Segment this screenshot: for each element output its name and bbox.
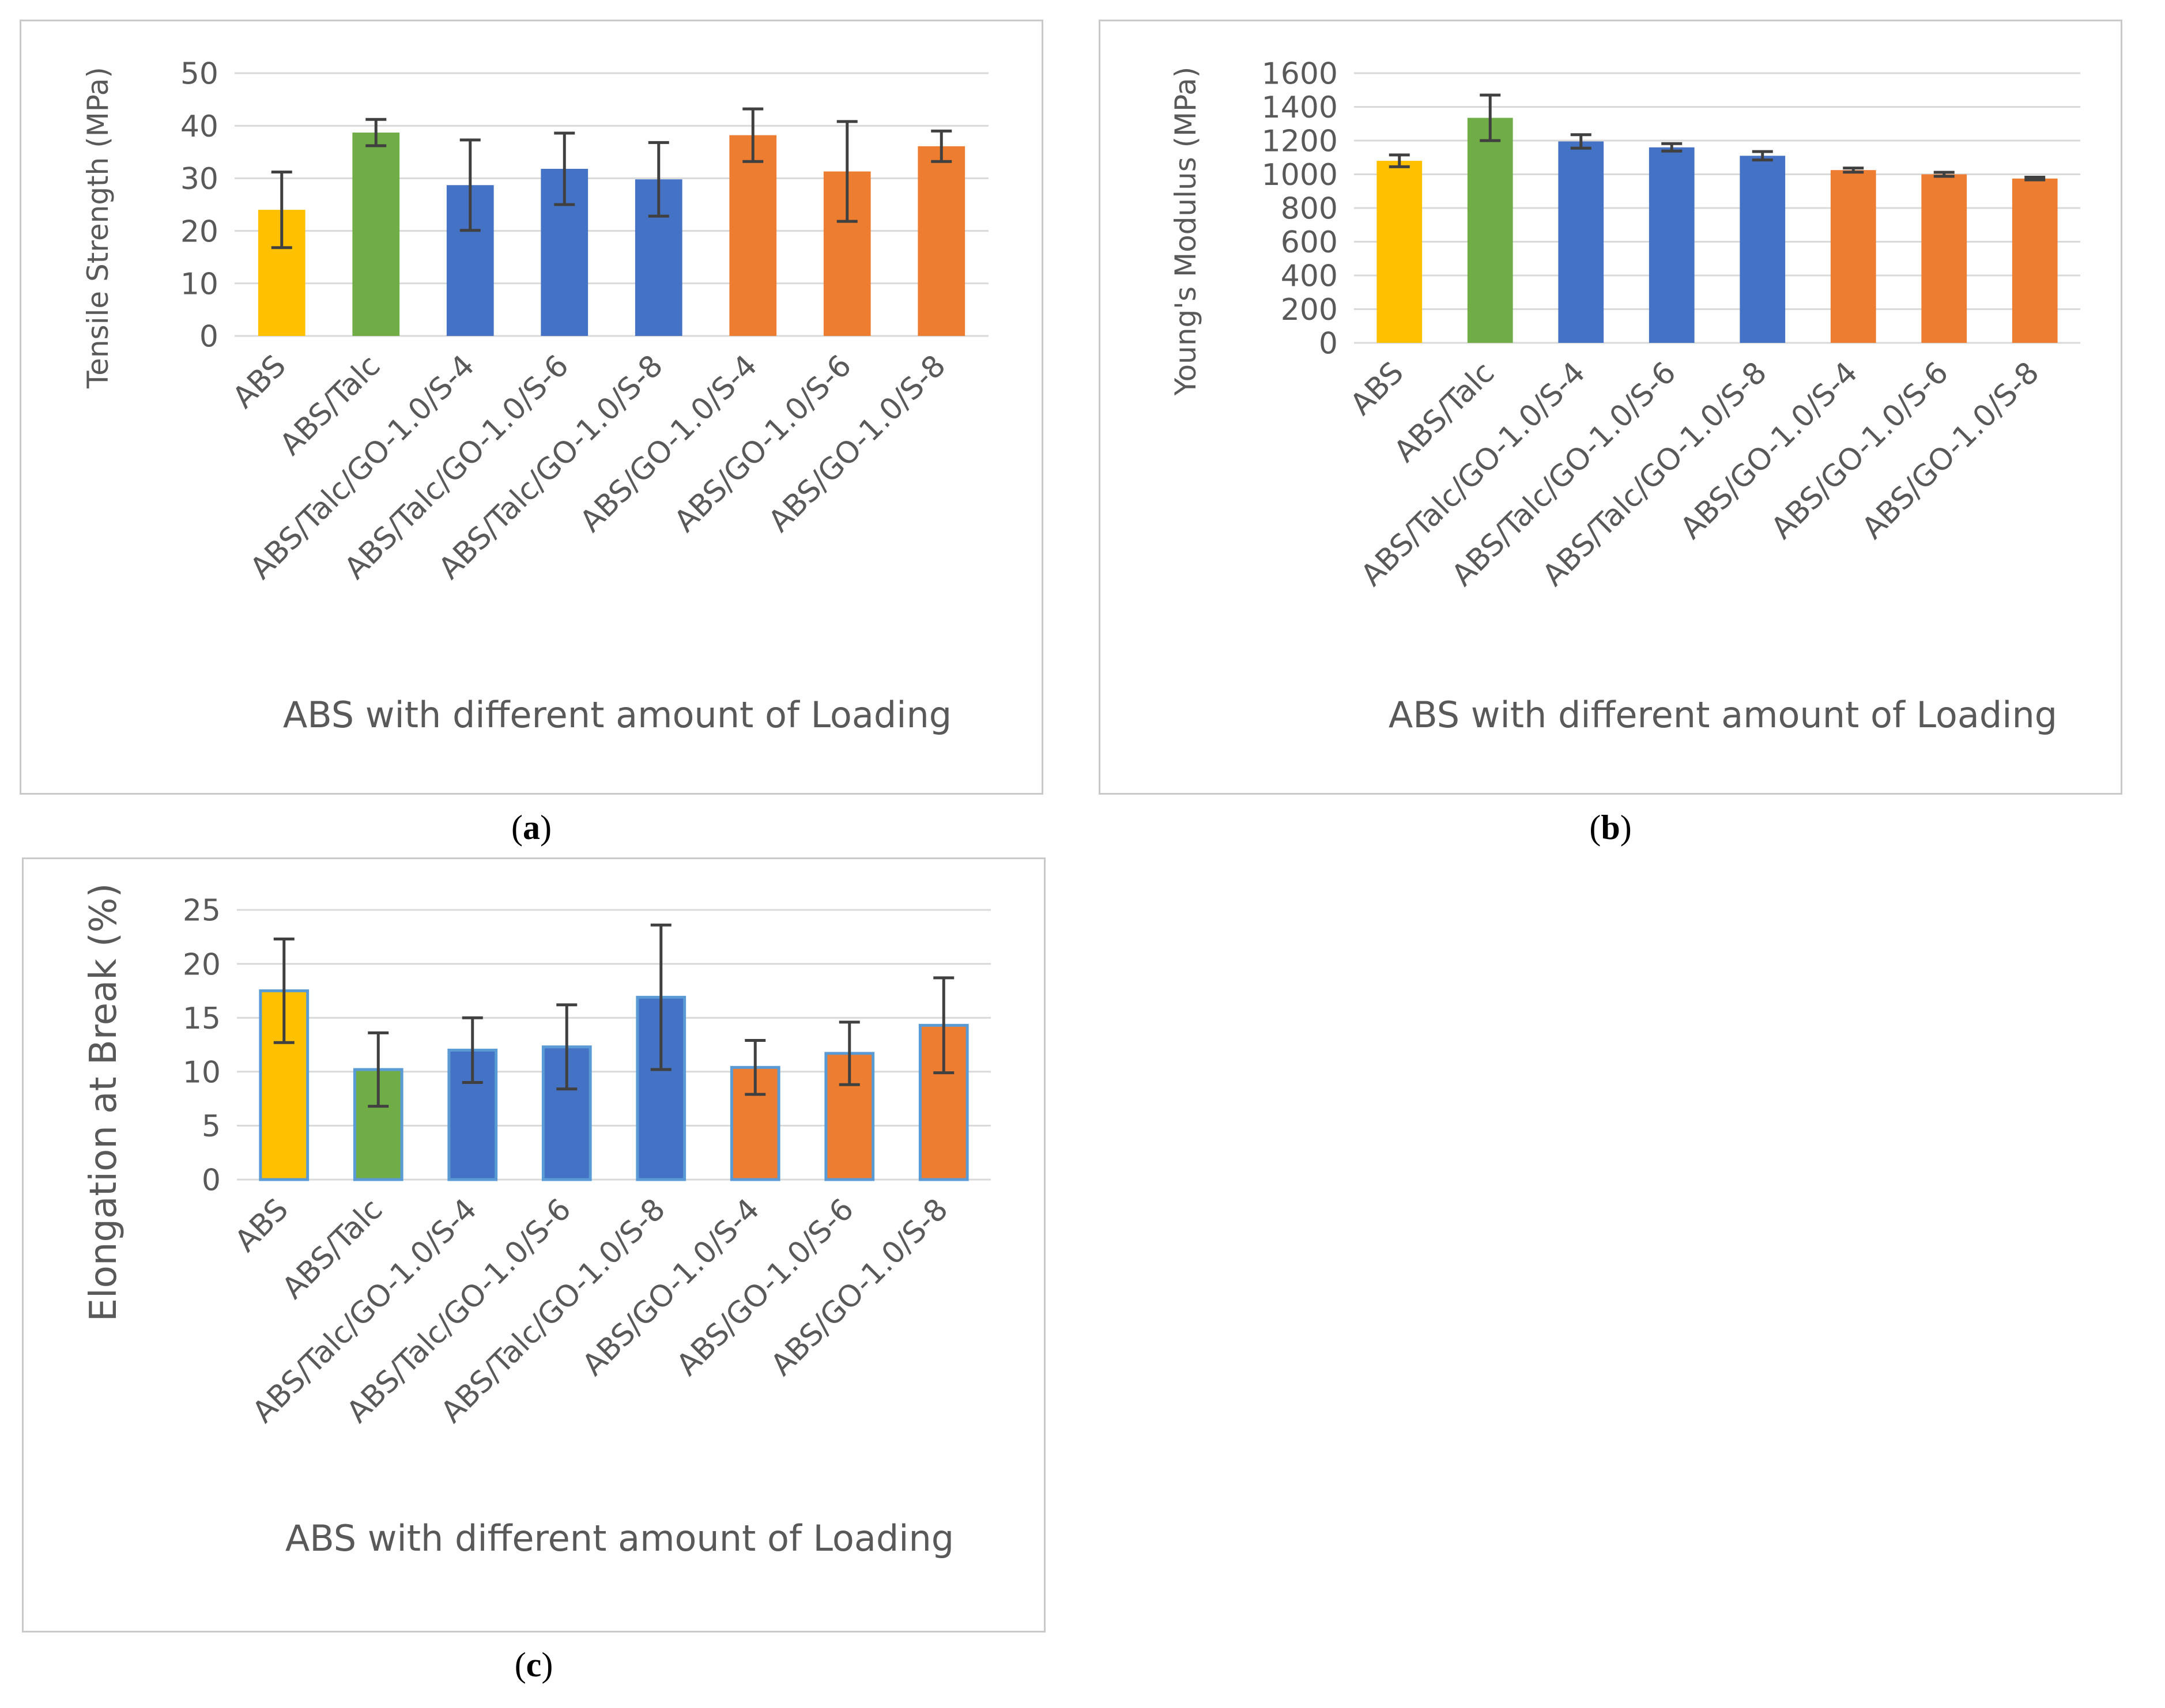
y-tick-label: 400 — [1281, 259, 1338, 294]
chart-panel-youngs-modulus: 0 200 400 600 800 1000 1200 1400 1600 ABS ABS/Talc… — [1099, 20, 2122, 795]
y-tick-label: 1200 — [1262, 124, 1338, 159]
caption-c: (c) — [514, 1646, 553, 1684]
x-axis-title: ABS with different amount of Loading — [1389, 694, 2057, 736]
y-axis-title: Young's Modulus (MPa) — [1169, 67, 1202, 396]
category-label: ABS/GO-1.0/S-4 — [576, 1192, 766, 1382]
bar-8 — [918, 146, 965, 336]
caption-b-letter: b — [1601, 808, 1620, 847]
bar-5 — [1740, 156, 1786, 343]
bar-7 — [1921, 174, 1967, 343]
bar-2 — [1467, 118, 1513, 343]
y-tick-label: 1600 — [1262, 57, 1338, 92]
y-tick-label: 30 — [180, 162, 218, 197]
chart-panel-elongation-at-break: 0 5 10 15 20 25 ABS ABS/Talc ABS/Talc/GO-1.0/S-4… — [22, 857, 1046, 1633]
x-axis-title: ABS with different amount of Loading — [285, 1517, 954, 1559]
y-tick-label: 0 — [202, 1163, 221, 1198]
y-tick-label: 0 — [199, 320, 218, 354]
category-label: ABS/GO-1.0/S-8 — [762, 349, 952, 539]
x-axis-title: ABS with different amount of Loading — [283, 694, 952, 736]
caption-c-letter: c — [526, 1646, 542, 1684]
category-label: ABS/GO-1.0/S-4 — [574, 349, 764, 539]
y-tick-label: 25 — [183, 894, 221, 928]
category-label: ABS — [1344, 356, 1410, 422]
category-label: ABS/GO-1.0/S-8 — [764, 1192, 955, 1382]
y-tick-label: 50 — [180, 57, 218, 92]
tensile-strength-chart-svg: 01020304050ABSABS/TalcABS/Talc/GO-1.0/S-… — [81, 57, 989, 736]
y-tick-label: 200 — [1281, 293, 1338, 327]
elongation-chart-svg: 0510152025ABSABS/TalcABS/Talc/GO-1.0/S-4… — [82, 883, 991, 1559]
category-label: ABS — [226, 349, 293, 415]
bar-6 — [729, 135, 777, 336]
y-tick-label: 15 — [183, 1002, 221, 1036]
y-tick-label: 5 — [202, 1109, 221, 1144]
bar-3 — [1558, 141, 1604, 343]
bar-2 — [352, 133, 400, 336]
y-tick-label: 1400 — [1262, 90, 1338, 125]
caption-a-letter: a — [523, 808, 540, 847]
y-tick-label: 1000 — [1262, 158, 1338, 192]
chart-panel-tensile-strength: 0 10 20 30 40 50 ABS ABS/Talc ABS/Talc/GO-1.0/S-… — [20, 20, 1043, 795]
bar-1 — [1376, 161, 1423, 343]
caption-a: (a) — [511, 808, 552, 847]
y-tick-label: 10 — [180, 267, 218, 302]
y-tick-label: 600 — [1281, 225, 1338, 260]
y-tick-label: 10 — [183, 1056, 221, 1090]
youngs-modulus-chart-svg: 02004006008001000120014001600ABSABS/Talc… — [1169, 57, 2080, 736]
y-tick-label: 800 — [1281, 192, 1338, 226]
category-label: ABS/GO-1.0/S-6 — [667, 349, 858, 539]
bar-6 — [1830, 170, 1876, 343]
bar-8 — [2012, 178, 2058, 343]
y-tick-label: 40 — [180, 109, 218, 144]
bar-4 — [1649, 147, 1695, 343]
caption-b: (b) — [1589, 808, 1632, 847]
y-tick-label: 20 — [180, 214, 218, 249]
y-tick-label: 20 — [183, 947, 221, 982]
category-label: ABS/GO-1.0/S-6 — [670, 1192, 860, 1382]
category-label: ABS — [228, 1192, 295, 1259]
y-axis-title: Tensile Strength (MPa) — [81, 67, 115, 389]
y-tick-label: 0 — [1319, 327, 1338, 361]
y-axis-title: Elongation at Break (%) — [82, 883, 125, 1322]
